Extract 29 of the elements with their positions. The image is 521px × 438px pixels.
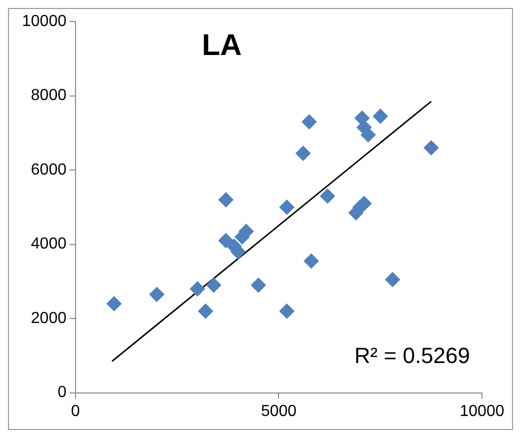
point bbox=[149, 286, 164, 302]
point bbox=[250, 278, 266, 293]
point bbox=[302, 114, 317, 130]
annotation: R² = 0.5269 bbox=[354, 342, 470, 368]
x-tick-label: 5000 bbox=[260, 402, 297, 420]
point bbox=[106, 296, 122, 312]
y-tick-label: 10000 bbox=[22, 13, 67, 30]
y-tick-label: 0 bbox=[58, 384, 67, 402]
point bbox=[360, 127, 376, 142]
chart-title: LA bbox=[202, 28, 242, 62]
point bbox=[320, 188, 336, 204]
point bbox=[424, 140, 439, 156]
point bbox=[190, 281, 205, 296]
point bbox=[279, 200, 294, 215]
point bbox=[198, 304, 214, 319]
point bbox=[372, 108, 388, 124]
point bbox=[279, 304, 294, 319]
y-tick-label: 8000 bbox=[30, 87, 67, 104]
y-tick-label: 6000 bbox=[30, 161, 67, 178]
y-tick-label: 4000 bbox=[30, 236, 67, 253]
point bbox=[218, 192, 234, 208]
point bbox=[218, 233, 234, 248]
x-tick-label: 10000 bbox=[460, 402, 504, 420]
point bbox=[296, 146, 311, 161]
point bbox=[206, 278, 222, 293]
x-tick-label: 0 bbox=[71, 402, 80, 420]
y-tick-label: 2000 bbox=[30, 310, 67, 327]
point bbox=[385, 272, 400, 288]
point bbox=[304, 254, 319, 269]
